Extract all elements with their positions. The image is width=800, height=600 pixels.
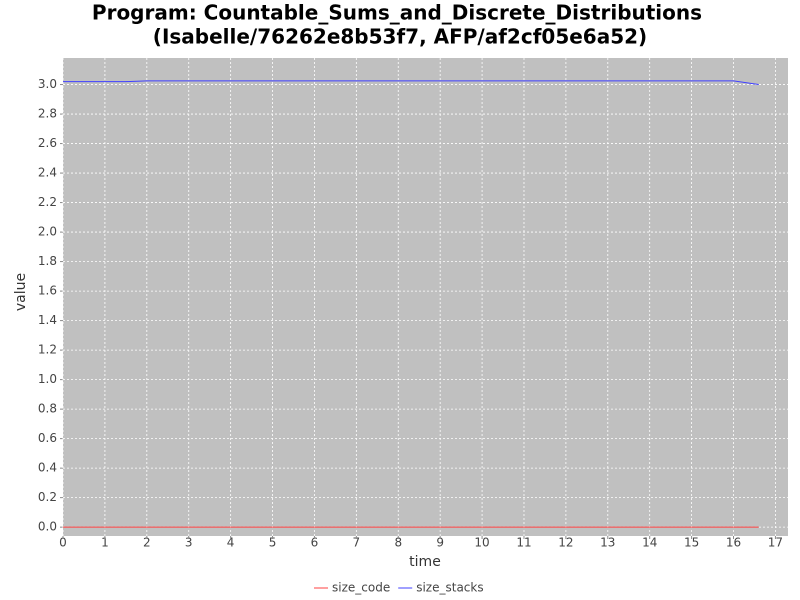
x-tick-label: 4 [227, 536, 235, 550]
x-tick-label: 16 [726, 536, 741, 550]
y-tick-label: 2.8 [38, 107, 57, 121]
x-tick-label: 0 [59, 536, 67, 550]
y-tick-label: 1.8 [38, 254, 57, 268]
legend-label: size_stacks [416, 581, 483, 595]
x-tick-label: 3 [185, 536, 193, 550]
y-tick-label: 2.6 [38, 136, 57, 150]
chart-title: Program: Countable_Sums_and_Discrete_Dis… [92, 1, 702, 25]
x-tick-label: 1 [101, 536, 109, 550]
y-tick-label: 0.2 [38, 490, 57, 504]
x-tick-label: 9 [436, 536, 444, 550]
plot-area [63, 58, 788, 536]
x-tick-label: 13 [600, 536, 615, 550]
y-tick-label: 0.4 [38, 461, 57, 475]
y-tick-label: 2.2 [38, 195, 57, 209]
x-tick-label: 15 [684, 536, 699, 550]
y-tick-label: 1.6 [38, 284, 57, 298]
x-tick-label: 6 [311, 536, 319, 550]
x-tick-label: 14 [642, 536, 657, 550]
y-tick-label: 1.4 [38, 313, 57, 327]
x-tick-label: 17 [768, 536, 783, 550]
y-tick-label: 2.0 [38, 225, 57, 239]
y-axis-label: value [13, 273, 29, 311]
x-tick-label: 8 [394, 536, 402, 550]
x-tick-label: 10 [474, 536, 489, 550]
y-tick-label: 0.6 [38, 431, 57, 445]
x-tick-label: 12 [558, 536, 573, 550]
x-tick-label: 2 [143, 536, 151, 550]
y-tick-label: 3.0 [38, 77, 57, 91]
x-tick-label: 7 [353, 536, 361, 550]
x-axis-label: time [409, 554, 441, 570]
legend-label: size_code [332, 581, 390, 595]
x-tick-label: 11 [516, 536, 531, 550]
y-tick-label: 1.0 [38, 372, 57, 386]
y-tick-label: 1.2 [38, 343, 57, 357]
chart-subtitle: (Isabelle/76262e8b53f7, AFP/af2cf05e6a52… [153, 25, 647, 49]
y-tick-label: 2.4 [38, 166, 57, 180]
y-tick-label: 0.0 [38, 520, 57, 534]
series-line [63, 80, 759, 86]
y-tick-label: 0.8 [38, 402, 57, 416]
x-tick-label: 5 [269, 536, 277, 550]
